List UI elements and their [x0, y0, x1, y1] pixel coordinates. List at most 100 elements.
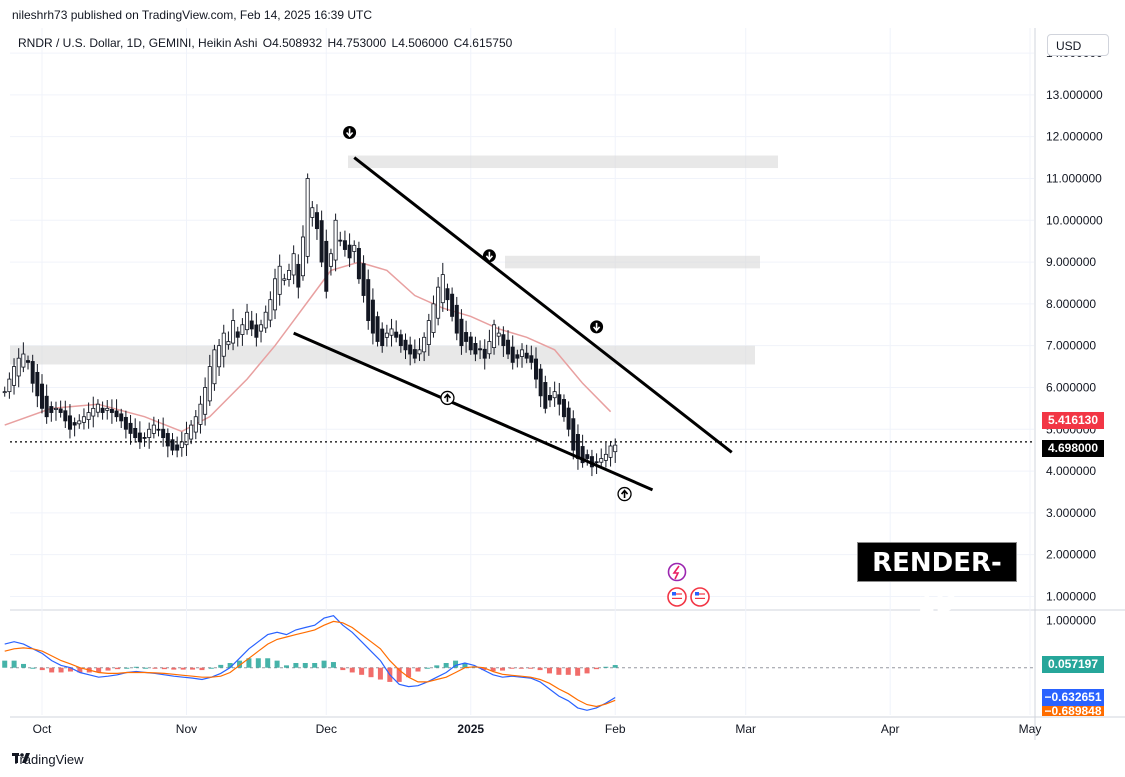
price-tick-label: 8.000000 — [1046, 297, 1096, 311]
macd-histogram-bar — [406, 667, 412, 678]
candle-body — [240, 324, 245, 335]
candle-body — [566, 407, 571, 430]
price-tick-label: 6.000000 — [1046, 380, 1096, 394]
candle-body — [394, 331, 399, 338]
down-arrow-glyph — [485, 251, 494, 261]
candle-body — [300, 236, 305, 277]
macd-histogram-bar — [518, 667, 524, 669]
currency-button[interactable]: USD — [1047, 34, 1109, 56]
candle-body — [53, 407, 58, 410]
price-tick-label: 7.000000 — [1046, 339, 1096, 353]
candle-body — [487, 341, 492, 355]
macd-histogram-bar — [537, 667, 543, 671]
candle-body — [231, 320, 236, 344]
trendline[interactable] — [353, 156, 733, 454]
candle-body — [422, 336, 427, 353]
macd-histogram-bar — [302, 663, 308, 668]
ma-price-tag: 5.416130 — [1042, 412, 1104, 429]
candle-body — [613, 444, 618, 453]
candle-body — [7, 378, 12, 393]
candle-body — [179, 441, 184, 448]
us-flag-event-icon[interactable] — [667, 587, 687, 607]
macd-histogram-bar — [603, 666, 609, 668]
macd-histogram-bar — [593, 667, 599, 670]
candle-body — [263, 311, 268, 329]
candle-body — [282, 278, 287, 281]
resistance-zone — [505, 255, 760, 269]
candle-body — [109, 408, 114, 413]
price-tick-label: 1.000000 — [1046, 589, 1096, 603]
candle-body — [445, 288, 450, 301]
candle-body — [26, 360, 31, 363]
macd-histogram-bar — [349, 667, 355, 673]
candle-body — [375, 316, 380, 342]
candle-body — [273, 278, 278, 311]
time-tick-label: May — [1019, 722, 1042, 736]
candle-body — [510, 346, 515, 363]
macd-histogram-bar — [96, 667, 102, 673]
flag-canton — [695, 592, 699, 596]
candle-body — [342, 240, 347, 250]
price-tick-label: 10.000000 — [1046, 213, 1103, 227]
candle-body — [543, 382, 548, 409]
candle-body — [296, 263, 301, 288]
candle-body — [235, 331, 240, 338]
macd-histogram-bar — [500, 667, 506, 671]
candle-body — [67, 415, 72, 430]
legend-high: H4.753000 — [327, 36, 387, 50]
candle-body — [198, 403, 203, 425]
candle-body — [356, 248, 361, 280]
candle-body — [571, 418, 576, 451]
candle-body — [142, 437, 147, 439]
candle-body — [259, 324, 264, 332]
macd-histogram-bar — [227, 663, 233, 668]
candle-body — [105, 407, 110, 411]
candle-body — [603, 453, 608, 461]
macd-histogram-bar — [265, 658, 271, 668]
candle-body — [137, 432, 142, 443]
legend-symbol[interactable]: RNDR / U.S. Dollar, 1D, GEMINI, Heikin A… — [18, 36, 258, 50]
macd-histogram-bar — [190, 667, 196, 670]
candle-body — [175, 444, 180, 451]
candle-body — [478, 348, 483, 351]
candle-body — [473, 343, 478, 355]
footer-brand[interactable]: TradingView — [12, 752, 84, 767]
time-tick-label: Oct — [33, 722, 52, 736]
candle-body — [347, 244, 352, 259]
macd-histogram-bar — [39, 667, 45, 671]
candle-body — [608, 445, 613, 458]
macd-histogram-bar — [58, 667, 64, 673]
candle-body — [86, 412, 91, 420]
macd-histogram-bar — [208, 667, 214, 669]
render-badge: RENDER-1D — [857, 542, 1017, 618]
macd-histogram-bar — [255, 658, 261, 668]
macd-histogram-bar — [330, 662, 336, 668]
macd-histogram-bar — [2, 660, 8, 668]
candle-body — [561, 399, 566, 418]
candle-body — [161, 428, 166, 439]
candle-body — [277, 265, 282, 295]
macd-histogram-bar — [21, 663, 27, 668]
footer-brand-label: TradingView — [12, 752, 84, 767]
candle-body — [217, 345, 222, 368]
time-tick-label: Nov — [176, 722, 197, 736]
up-arrow-glyph — [620, 489, 629, 499]
candle-body — [254, 324, 259, 338]
candle-body — [91, 407, 96, 417]
trendline[interactable] — [293, 331, 654, 492]
symbol-legend: RNDR / U.S. Dollar, 1D, GEMINI, Heikin A… — [18, 36, 514, 50]
earnings-event-icon[interactable] — [667, 562, 687, 582]
macd-histogram-bar — [368, 667, 374, 678]
candle-body — [156, 428, 161, 431]
candle-body — [40, 383, 45, 409]
candle-body — [431, 303, 436, 333]
us-flag-event-icon[interactable] — [690, 587, 710, 607]
candle-body — [599, 458, 604, 463]
macd-histogram-bar — [434, 665, 440, 668]
candle-body — [12, 366, 17, 386]
macd-histogram-bar — [77, 667, 83, 673]
macd-histogram-bar — [180, 667, 186, 670]
macd-histogram-bar — [453, 660, 459, 668]
